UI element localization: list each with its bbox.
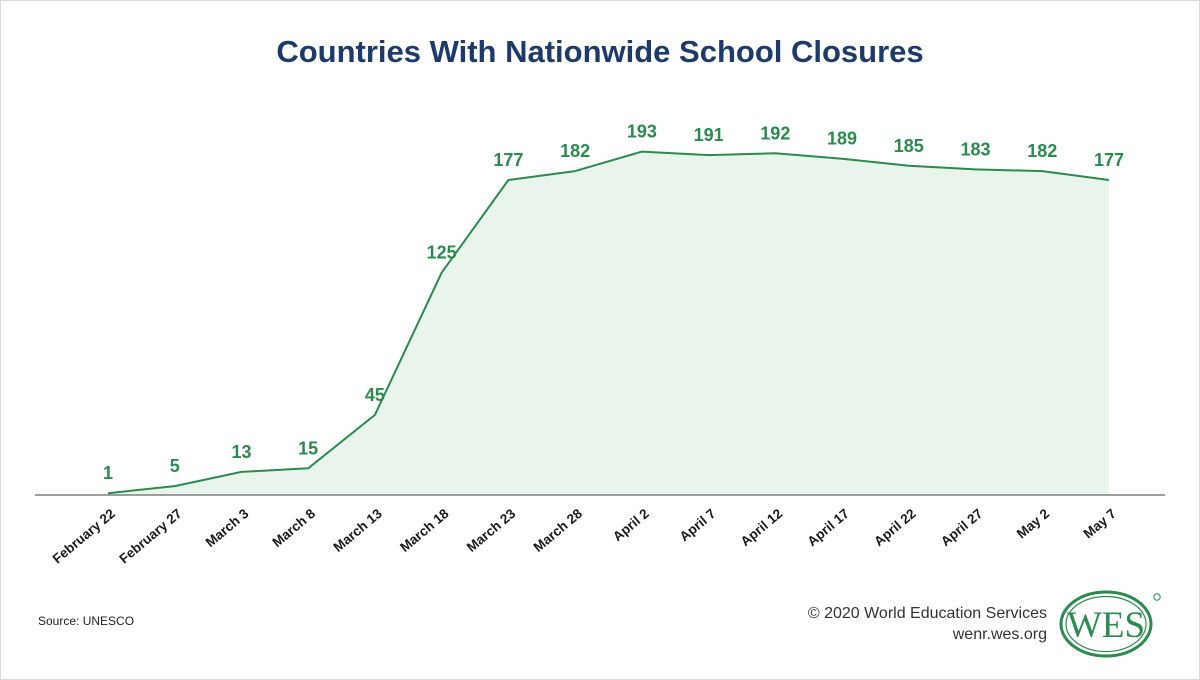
- x-tick-label: March 13: [330, 505, 385, 554]
- data-label: 191: [694, 125, 724, 145]
- x-tick-label: April 2: [610, 506, 652, 544]
- series-line: [107, 150, 1110, 495]
- data-label: 45: [365, 385, 385, 405]
- x-tick-label: March 23: [464, 505, 519, 554]
- data-label: 189: [827, 129, 857, 149]
- logo-inner-ring: [1065, 595, 1147, 653]
- x-tick-label: March 3: [203, 505, 252, 550]
- data-label: 177: [1094, 150, 1124, 170]
- data-label: 193: [627, 122, 657, 142]
- data-label: 125: [427, 243, 457, 263]
- data-label: 13: [231, 442, 251, 462]
- x-tick-label: April 17: [804, 506, 852, 549]
- data-label: 15: [298, 438, 318, 458]
- registered-mark-icon: [1153, 593, 1161, 601]
- x-tick-label: April 7: [677, 506, 719, 544]
- data-label: 5: [170, 456, 180, 476]
- source-note: Source: UNESCO: [38, 614, 135, 628]
- x-tick-label: May 7: [1081, 506, 1119, 542]
- data-label: 192: [760, 123, 790, 143]
- data-label: 1: [103, 463, 113, 483]
- x-tick-label: March 18: [397, 505, 452, 554]
- x-tick-label: April 27: [938, 506, 986, 549]
- copyright-text: © 2020 World Education Services: [807, 605, 1047, 622]
- x-tick-label: April 22: [871, 506, 919, 549]
- x-tick-label: February 22: [50, 506, 118, 567]
- data-label: 182: [560, 141, 590, 161]
- x-tick-label: April 12: [738, 506, 786, 549]
- logo-text: WES: [1067, 605, 1145, 646]
- data-label: 183: [961, 139, 991, 159]
- website-text: wenr.wes.org: [952, 626, 1047, 643]
- wes-logo: WES: [1059, 590, 1161, 658]
- x-tick-label: March 8: [269, 505, 318, 550]
- logo-outer-ring: [1059, 590, 1153, 658]
- area-fill: [108, 151, 1109, 495]
- footer-credits: © 2020 World Education Services wenr.wes…: [808, 603, 1047, 645]
- x-tick-label: March 28: [531, 505, 586, 554]
- x-tick-label: February 27: [116, 506, 184, 567]
- chart-title: Countries With Nationwide School Closure…: [276, 34, 924, 69]
- x-tick-label: May 2: [1014, 506, 1052, 542]
- data-label: 185: [894, 136, 924, 156]
- data-label: 182: [1027, 141, 1057, 161]
- data-label: 177: [493, 150, 523, 170]
